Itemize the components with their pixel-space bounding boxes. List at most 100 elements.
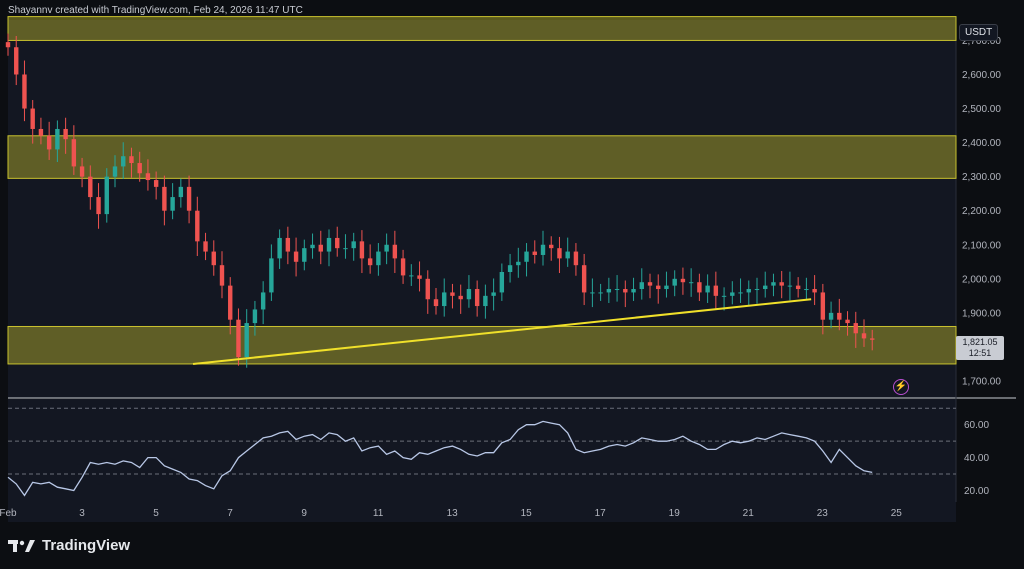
candle <box>326 229 332 267</box>
candle <box>532 240 537 264</box>
rsi-line <box>7 420 873 497</box>
time-tick-label: 23 <box>817 508 829 519</box>
candle <box>499 263 505 301</box>
candle-body <box>153 180 159 187</box>
candle-body <box>672 278 677 286</box>
candle <box>433 288 439 315</box>
lightning-alert-icon[interactable]: ⚡ <box>893 379 909 395</box>
candle-body <box>631 289 636 293</box>
candle-body <box>22 74 27 109</box>
time-tick-label: 25 <box>891 508 903 519</box>
candle <box>845 311 850 336</box>
bar-countdown: 12:51 <box>968 348 992 358</box>
candle-body <box>38 128 44 136</box>
candle-body <box>112 166 118 177</box>
candle-body <box>688 282 694 284</box>
time-tick-label: 13 <box>447 508 459 519</box>
candle-body <box>483 295 488 307</box>
candle-body <box>804 289 809 291</box>
candle <box>442 278 447 317</box>
candle <box>104 168 109 223</box>
candle <box>606 277 612 303</box>
candle <box>598 283 603 301</box>
candle-body <box>14 47 19 75</box>
candle-body <box>557 248 562 259</box>
candle-body <box>590 292 595 294</box>
candle-body <box>178 186 184 198</box>
candle-body <box>376 251 381 266</box>
candle-body <box>516 261 521 266</box>
candle-body <box>384 244 389 252</box>
candle-body <box>458 295 463 300</box>
candle <box>721 287 727 311</box>
tradingview-brand[interactable]: TradingView <box>8 537 130 554</box>
candle <box>5 33 11 56</box>
candle-body <box>861 333 867 339</box>
candle-body <box>845 319 850 324</box>
candle-body <box>55 128 60 150</box>
time-tick-label: 21 <box>743 508 755 519</box>
candle-body <box>763 285 768 290</box>
candle-body <box>359 241 365 259</box>
candle <box>71 125 77 175</box>
time-tick-label: Feb <box>0 508 17 519</box>
candle <box>795 277 801 298</box>
candle <box>186 175 192 224</box>
candle <box>688 268 694 297</box>
candle <box>656 274 661 304</box>
candle-body <box>705 285 710 293</box>
candle <box>219 251 225 299</box>
candle <box>137 151 142 182</box>
candle-body <box>162 186 167 211</box>
candle <box>573 243 579 276</box>
candle-body <box>697 282 702 293</box>
candle-body <box>828 312 834 320</box>
currency-badge[interactable]: USDT <box>959 24 999 41</box>
candle <box>236 308 241 366</box>
candle <box>162 175 167 226</box>
candle-body <box>565 251 570 259</box>
candle <box>837 298 842 331</box>
candle <box>302 239 307 271</box>
candle-body <box>88 176 93 198</box>
candle <box>228 277 233 335</box>
candle <box>697 273 702 301</box>
candle-body <box>104 176 109 215</box>
candle <box>614 275 620 302</box>
candle-body <box>647 282 653 286</box>
last-price-value: 1,821.05 <box>962 337 998 347</box>
candle <box>63 117 68 154</box>
candle-body <box>170 197 175 211</box>
candle <box>88 165 93 210</box>
candle <box>680 267 686 295</box>
candle <box>631 277 636 301</box>
candle <box>30 100 35 144</box>
candle <box>763 271 768 298</box>
candle <box>277 229 282 269</box>
candle-body <box>837 312 842 320</box>
candle <box>853 311 858 348</box>
candle <box>211 240 216 276</box>
candle-body <box>450 292 455 296</box>
candle-body <box>293 251 299 262</box>
price-tick-label: 2,100.00 <box>962 240 1001 251</box>
price-tick-label: 1,900.00 <box>962 308 1001 319</box>
candle <box>804 277 809 300</box>
candle-body <box>79 166 85 177</box>
candle <box>590 278 595 308</box>
candle <box>351 232 356 261</box>
candle-body <box>540 244 546 255</box>
candle-body <box>351 241 356 249</box>
candle <box>376 243 381 276</box>
candle-body <box>392 244 398 259</box>
candle-body <box>474 289 480 307</box>
candle <box>664 271 669 298</box>
candle <box>55 120 60 163</box>
support-resistance-zone <box>7 16 957 41</box>
candle-body <box>425 278 430 300</box>
candle-body <box>30 108 35 129</box>
price-tick-label: 2,700.00 <box>962 36 1001 47</box>
candle-body <box>639 282 644 290</box>
candle-body <box>310 244 315 249</box>
